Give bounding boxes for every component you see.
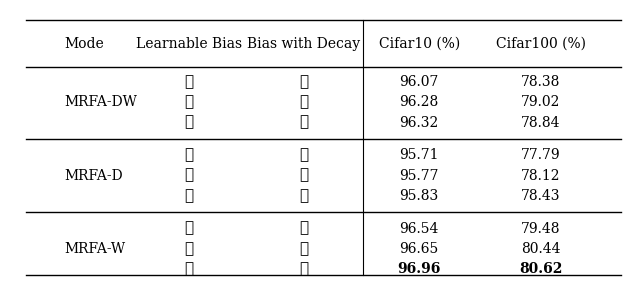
- Text: 96.28: 96.28: [399, 95, 439, 109]
- Text: ✗: ✗: [184, 75, 193, 89]
- Text: ✓: ✓: [184, 169, 193, 183]
- Text: 80.62: 80.62: [519, 262, 563, 276]
- Text: Cifar100 (%): Cifar100 (%): [496, 37, 586, 51]
- Text: ✓: ✓: [300, 189, 308, 203]
- Text: 79.02: 79.02: [521, 95, 561, 109]
- Text: ✗: ✗: [184, 148, 193, 162]
- Text: ✓: ✓: [184, 262, 193, 276]
- Text: Learnable Bias: Learnable Bias: [136, 37, 242, 51]
- Text: ✓: ✓: [300, 262, 308, 276]
- Text: MRFA-D: MRFA-D: [64, 169, 123, 183]
- Text: ✗: ✗: [300, 169, 308, 183]
- Text: ✗: ✗: [300, 148, 308, 162]
- Text: ✗: ✗: [300, 95, 308, 109]
- Text: 78.84: 78.84: [521, 115, 561, 130]
- Text: 96.65: 96.65: [399, 242, 439, 256]
- Text: ✗: ✗: [300, 75, 308, 89]
- Text: 79.48: 79.48: [521, 222, 561, 236]
- Text: 95.77: 95.77: [399, 169, 439, 183]
- Text: 95.71: 95.71: [399, 148, 439, 162]
- Text: Mode: Mode: [64, 37, 104, 51]
- Text: 78.43: 78.43: [521, 189, 561, 203]
- Text: ✓: ✓: [300, 115, 308, 130]
- Text: MRFA-DW: MRFA-DW: [64, 95, 137, 109]
- Text: 96.07: 96.07: [399, 75, 439, 89]
- Text: 95.83: 95.83: [399, 189, 439, 203]
- Text: ✗: ✗: [300, 222, 308, 236]
- Text: 96.54: 96.54: [399, 222, 439, 236]
- Text: 77.79: 77.79: [521, 148, 561, 162]
- Text: ✓: ✓: [184, 115, 193, 130]
- Text: 78.38: 78.38: [521, 75, 561, 89]
- Text: MRFA-W: MRFA-W: [64, 242, 125, 256]
- Text: 96.32: 96.32: [399, 115, 439, 130]
- Text: ✓: ✓: [184, 242, 193, 256]
- Text: Cifar10 (%): Cifar10 (%): [379, 37, 460, 51]
- Text: 78.12: 78.12: [521, 169, 561, 183]
- Text: ✗: ✗: [300, 242, 308, 256]
- Text: ✗: ✗: [184, 222, 193, 236]
- Text: 96.96: 96.96: [397, 262, 441, 276]
- Text: ✓: ✓: [184, 189, 193, 203]
- Text: 80.44: 80.44: [521, 242, 561, 256]
- Text: Bias with Decay: Bias with Decay: [248, 37, 360, 51]
- Text: ✓: ✓: [184, 95, 193, 109]
